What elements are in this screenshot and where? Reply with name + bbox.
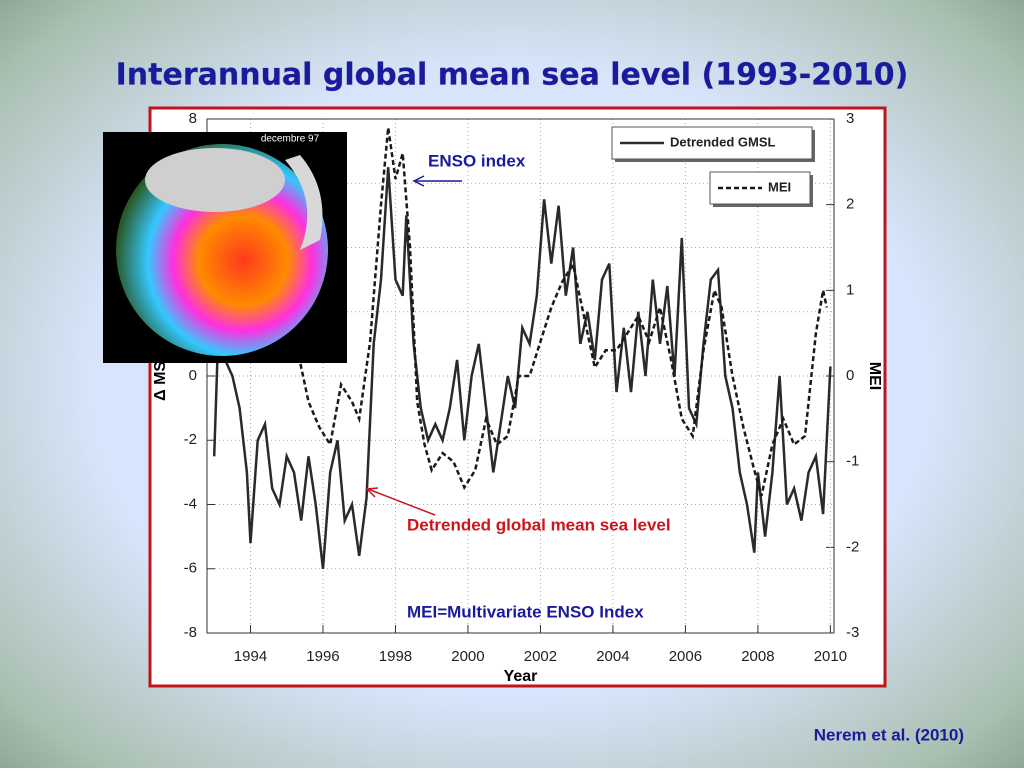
x-tick-label: 2000: [451, 648, 484, 665]
x-tick-label: 1996: [306, 648, 339, 665]
axes-box: [206, 118, 835, 634]
y2-tick-label: -2: [846, 538, 859, 555]
x-tick-label: 2008: [741, 648, 774, 665]
x-axis-label: Year: [504, 668, 538, 685]
y2-tick-label: -1: [846, 453, 859, 470]
y-tick-label: 0: [189, 367, 197, 384]
annotation: Detrended global mean sea level: [407, 515, 671, 534]
series-line: [212, 127, 829, 497]
y-tick-label: 8: [189, 110, 197, 127]
arrows: [365, 175, 462, 516]
legend-label: MEI: [768, 179, 791, 194]
y-tick-label: -2: [184, 431, 197, 448]
x-tick-label: 1994: [234, 648, 267, 665]
inset-map: decembre 97: [103, 132, 347, 363]
y-axis-label: Δ MSL: [152, 351, 169, 401]
x-tick-label: 2004: [596, 648, 629, 665]
series-line: [212, 167, 832, 569]
annotation: ENSO index: [428, 151, 526, 170]
x-tick-label: 2002: [524, 648, 557, 665]
y-tick-label: -6: [184, 560, 197, 577]
y2-tick-label: 2: [846, 196, 854, 213]
x-tick-label: 1998: [379, 648, 412, 665]
y2-tick-label: -3: [846, 624, 859, 641]
y2-tick-label: 1: [846, 281, 854, 298]
x-tick-label: 2006: [669, 648, 702, 665]
source: Nerem et al. (2010): [814, 725, 964, 744]
y2-tick-label: 0: [846, 367, 854, 384]
y-tick-label: -4: [184, 495, 197, 512]
y2-axis-label: MEI: [866, 362, 883, 390]
inset-label: decembre 97: [261, 134, 320, 145]
slide-title: Interannual global mean sea level (1993-…: [116, 58, 909, 93]
legend-label: Detrended GMSL: [670, 134, 776, 149]
annotation: MEI=Multivariate ENSO Index: [407, 602, 644, 621]
x-tick-label: 2010: [814, 648, 847, 665]
y2-tick-label: 3: [846, 110, 854, 127]
y-tick-label: -8: [184, 624, 197, 641]
